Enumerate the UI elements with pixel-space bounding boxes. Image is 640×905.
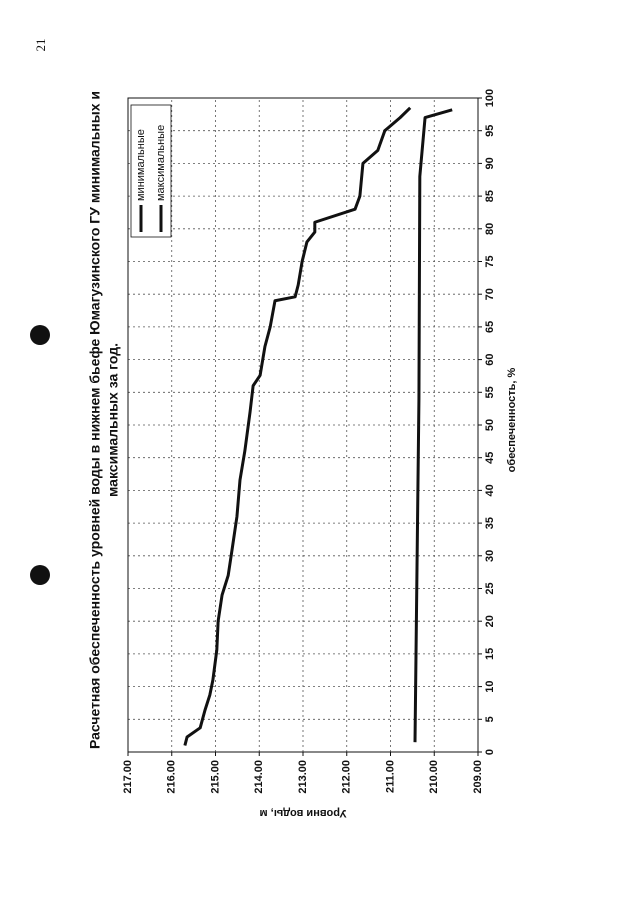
y-tick-label: 215.00 [209,760,221,794]
rotated-chart: 21 Расчетная обеспеченность уровней воды… [33,39,518,820]
x-tick-label: 90 [484,157,496,169]
x-tick-label: 40 [484,484,496,496]
x-tick-label: 35 [484,517,496,529]
y-tick-label: 217.00 [122,760,134,794]
x-tick-label: 55 [484,386,496,398]
y-tick-label: 211.00 [384,760,396,793]
x-tick-label: 30 [484,550,496,562]
x-tick-label: 70 [484,288,496,300]
chart-title: максимальных за год. [105,343,121,497]
y-tick-label: 210.00 [428,760,440,794]
x-tick-label: 85 [484,190,496,202]
series-line [183,106,412,746]
y-axis-title: Уровни воды, м [260,807,347,819]
x-tick-label: 75 [484,255,496,267]
chart-title: Расчетная обеспеченность уровней воды в … [87,91,103,749]
y-tick-label: 212.00 [341,760,353,794]
x-tick-label: 15 [484,648,496,660]
legend-box [130,104,172,238]
x-axis-title: обеспеченность, % [506,367,518,472]
y-tick-label: 209.00 [472,760,484,794]
x-tick-label: 10 [484,680,496,692]
legend-label: максимальные [155,125,167,201]
series-line [413,108,453,743]
plot-frame [127,97,479,753]
page-number: 21 [33,39,48,52]
x-tick-label: 45 [484,452,496,464]
punch-hole [30,325,50,345]
legend-label: минимальные [135,129,147,201]
x-tick-label: 50 [484,419,496,431]
x-tick-label: 100 [484,89,496,107]
y-tick-label: 216.00 [166,760,178,794]
x-tick-label: 20 [484,615,496,627]
x-tick-label: 65 [484,321,496,333]
x-tick-label: 60 [484,353,496,365]
x-tick-label: 0 [484,749,496,755]
x-tick-label: 95 [484,125,496,137]
y-tick-label: 214.00 [253,760,265,794]
punch-hole [30,565,50,585]
x-tick-label: 5 [484,716,496,722]
y-tick-label: 213.00 [297,760,309,794]
x-tick-label: 25 [484,582,496,594]
x-tick-label: 80 [484,223,496,235]
